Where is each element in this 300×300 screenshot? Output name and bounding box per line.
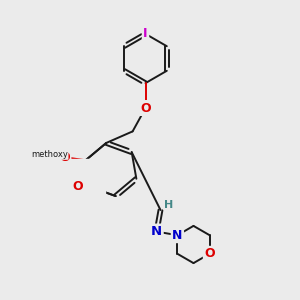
Text: O: O xyxy=(204,247,215,260)
Text: I: I xyxy=(143,27,148,40)
Text: O: O xyxy=(59,151,70,164)
Text: methoxy: methoxy xyxy=(31,150,68,159)
Text: O: O xyxy=(140,101,151,115)
Text: N: N xyxy=(172,229,183,242)
Text: H: H xyxy=(164,200,173,210)
Text: methoxy: methoxy xyxy=(29,182,62,191)
Bar xyxy=(15,159,105,204)
Text: N: N xyxy=(151,225,162,238)
Text: O: O xyxy=(72,180,83,194)
